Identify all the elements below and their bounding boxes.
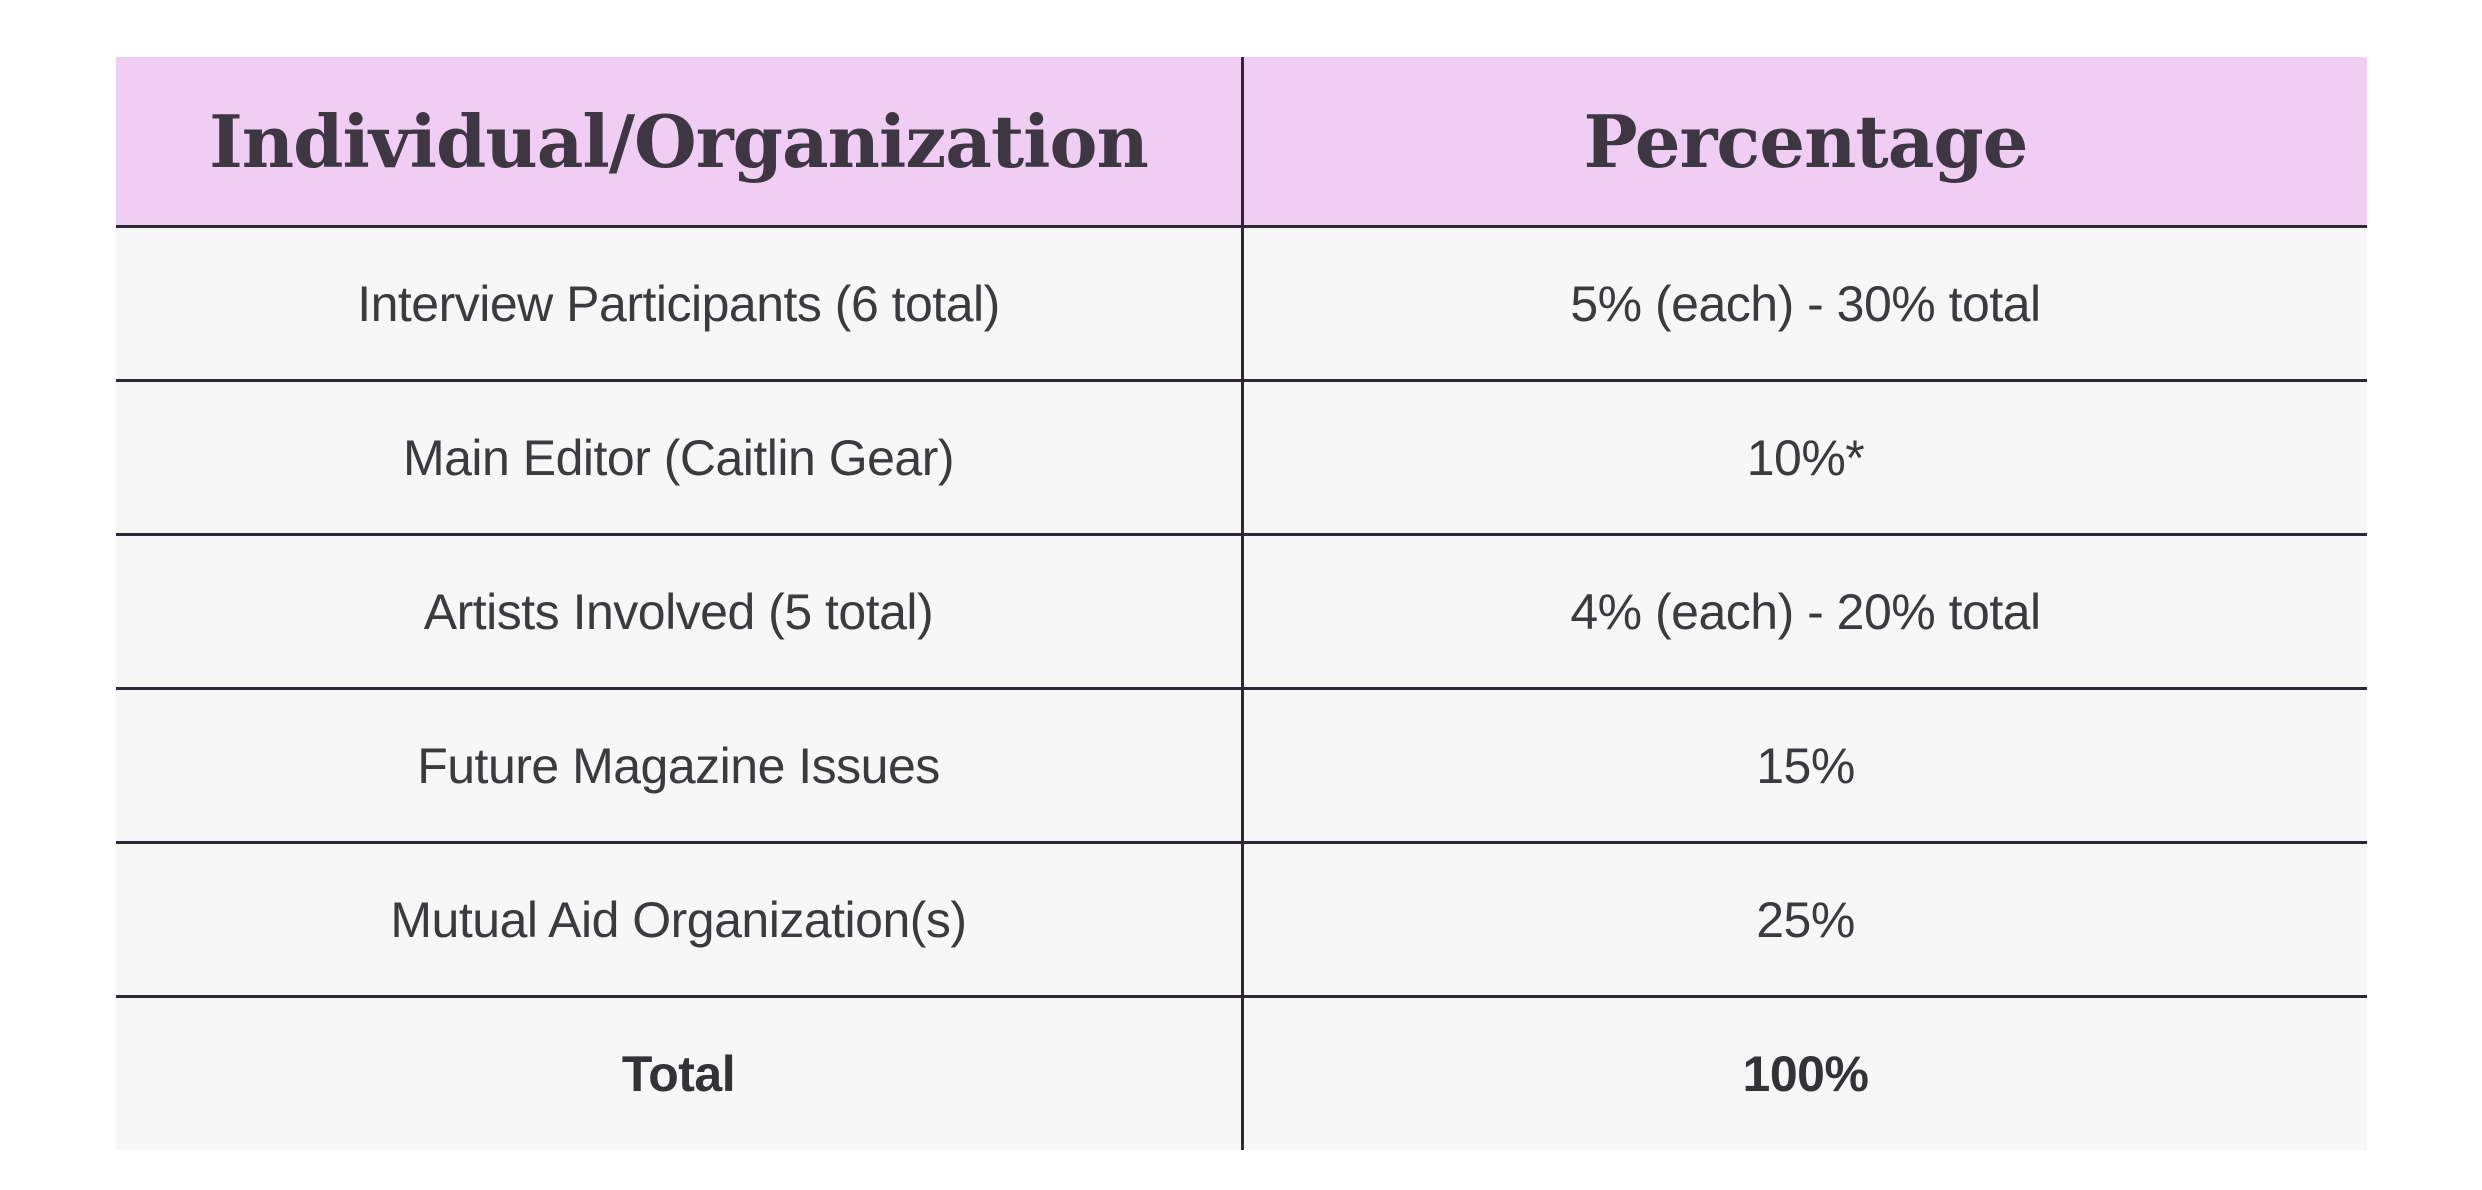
- column-header-percentage: Percentage: [1241, 57, 2367, 225]
- row-future-magazine-issues-label: Future Magazine Issues: [116, 687, 1241, 841]
- row-artists-involved-label: Artists Involved (5 total): [116, 533, 1241, 687]
- row-interview-participants-value: 5% (each) - 30% total: [1241, 225, 2367, 379]
- row-interview-participants-label: Interview Participants (6 total): [116, 225, 1241, 379]
- row-artists-involved-value: 4% (each) - 20% total: [1241, 533, 2367, 687]
- row-main-editor-value: 10%*: [1241, 379, 2367, 533]
- row-total-label: Total: [116, 995, 1241, 1150]
- row-future-magazine-issues-value: 15%: [1241, 687, 2367, 841]
- row-mutual-aid-organizations-label: Mutual Aid Organization(s): [116, 841, 1241, 995]
- column-header-individual-organization: Individual/Organization: [116, 57, 1241, 225]
- budget-allocation-table: Individual/Organization Percentage Inter…: [116, 57, 2367, 1150]
- row-main-editor-label: Main Editor (Caitlin Gear): [116, 379, 1241, 533]
- row-total-value: 100%: [1241, 995, 2367, 1150]
- row-mutual-aid-organizations-value: 25%: [1241, 841, 2367, 995]
